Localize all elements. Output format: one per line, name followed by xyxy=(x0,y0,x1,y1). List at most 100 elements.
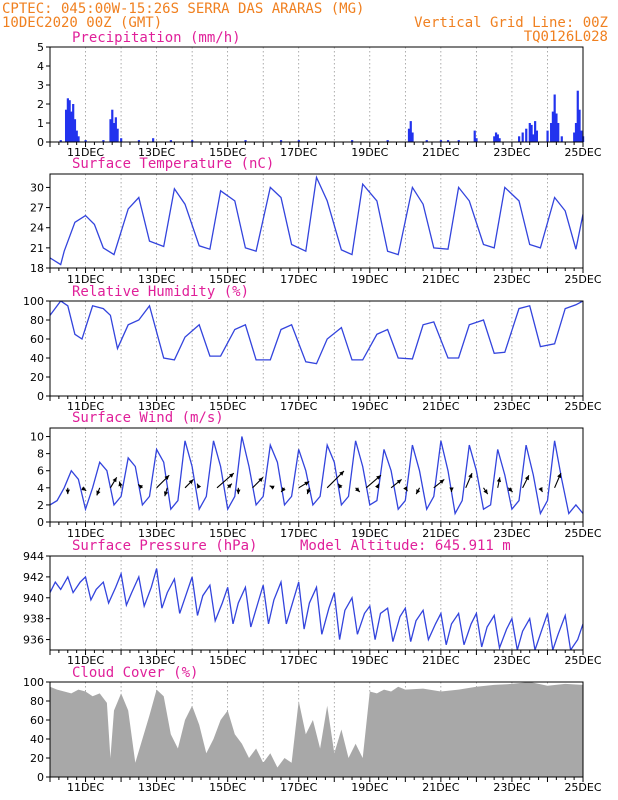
wind-x-tick-label: 11DEC xyxy=(67,527,104,540)
wind-vector-head xyxy=(304,481,310,486)
precipitation-bar xyxy=(557,123,560,142)
precipitation-x-tick-label: 15DEC xyxy=(209,146,246,159)
panel-cloud: 0 20 40 60 80 100 11DEC 13DEC 15DEC 17DEC 19DEC 21D… xyxy=(23,665,602,794)
precipitation-bar xyxy=(560,136,563,142)
pressure-annotation: Model Altitude: 645.911 m xyxy=(300,538,511,554)
precipitation-bar xyxy=(525,128,528,142)
pressure-x-tick-label: 23DEC xyxy=(493,654,530,667)
temperature-x-tick-label: 13DEC xyxy=(138,273,175,286)
wind-y-tick-label: 10 xyxy=(30,431,44,444)
precipitation-bar xyxy=(72,104,75,142)
cloud-y-tick-label: 60 xyxy=(30,714,44,727)
humidity-series-line xyxy=(50,301,583,365)
precipitation-bar xyxy=(70,111,73,142)
precipitation-bar xyxy=(109,119,112,142)
precipitation-y-tick-label: 2 xyxy=(37,98,44,111)
wind-vector-head xyxy=(258,477,264,483)
wind-vector-head xyxy=(524,475,529,481)
wind-vector-head xyxy=(338,483,343,489)
precipitation-bar xyxy=(574,123,578,142)
wind-vector-head xyxy=(96,490,101,496)
temperature-x-tick-label: 25DEC xyxy=(564,273,601,286)
wind-vector-head xyxy=(403,486,408,492)
precipitation-bar xyxy=(528,123,531,142)
panel-humidity: 0 20 40 60 80 100 11DEC 13DEC 15DEC 17DEC 19DEC 21D… xyxy=(23,284,602,413)
humidity-x-tick-label: 19DEC xyxy=(351,400,388,413)
precipitation-frame xyxy=(49,46,584,143)
pressure-title: Surface Pressure (hPa) xyxy=(72,538,257,554)
precipitation-bar xyxy=(521,132,524,142)
precipitation-y-tick-label: 3 xyxy=(37,79,44,92)
cloud-title: Cloud Cover (%) xyxy=(72,665,198,681)
precipitation-bar xyxy=(555,113,558,142)
wind-vector-head xyxy=(81,486,87,491)
precipitation-y-tick-label: 5 xyxy=(37,41,44,54)
precipitation-x-tick-label: 11DEC xyxy=(67,146,104,159)
humidity-x-tick-label: 17DEC xyxy=(280,400,317,413)
precipitation-bar xyxy=(496,134,499,142)
pressure-frame xyxy=(49,555,584,651)
wind-frame xyxy=(49,427,584,523)
wind-vector-head xyxy=(118,481,123,487)
precipitation-bar xyxy=(84,140,87,142)
humidity-x-tick-label: 13DEC xyxy=(138,400,175,413)
precipitation-bar xyxy=(66,98,69,142)
wind-y-tick-label: 4 xyxy=(37,482,44,495)
panel-precipitation: 0 1 2 3 4 5 11DEC 13DEC 15DEC 17DEC 19DEC 21DEC 23DE… xyxy=(37,30,602,159)
wind-vector-head xyxy=(228,473,234,478)
precipitation-bar xyxy=(102,140,105,142)
temperature-x-tick-label: 23DEC xyxy=(493,273,530,286)
temperature-x-tick-label: 11DEC xyxy=(67,273,104,286)
precipitation-bar xyxy=(114,117,117,142)
precipitation-y-tick-label: 4 xyxy=(37,60,44,73)
pressure-y-tick-label: 938 xyxy=(23,613,44,626)
precipitation-bar xyxy=(73,119,77,142)
humidity-y-tick-label: 0 xyxy=(37,390,44,403)
wind-vector-head xyxy=(355,487,360,493)
panel-wind: 0 2 4 6 8 10 11DEC 13DEC 15DEC 17DEC 19DEC 21DEC 23D… xyxy=(30,410,602,540)
precipitation-bar xyxy=(550,123,553,142)
precipitation-bar xyxy=(439,140,443,142)
precipitation-x-tick-label: 25DEC xyxy=(564,146,601,159)
pressure-x-tick-label: 15DEC xyxy=(209,654,246,667)
cloud-x-tick-label: 11DEC xyxy=(67,781,104,794)
pressure-x-tick-label: 25DEC xyxy=(564,654,601,667)
precipitation-bar xyxy=(546,130,549,142)
precipitation-bar xyxy=(75,130,78,142)
wind-vector-head xyxy=(112,477,117,483)
humidity-x-tick-label: 25DEC xyxy=(564,400,601,413)
precipitation-bar xyxy=(473,130,476,142)
pressure-y-tick-label: 940 xyxy=(23,592,44,605)
wind-x-tick-label: 15DEC xyxy=(209,527,246,540)
header: CPTEC: 045:00W-15:26S SERRA DAS ARARAS (… xyxy=(2,1,608,45)
precipitation-bar xyxy=(530,124,533,142)
temperature-x-tick-label: 17DEC xyxy=(280,273,317,286)
wind-vector-head xyxy=(269,485,275,490)
temperature-y-tick-label: 27 xyxy=(30,202,44,215)
header-location: CPTEC: 045:00W-15:26S SERRA DAS ARARAS (… xyxy=(2,1,364,17)
precipitation-bar xyxy=(551,111,554,142)
precipitation-bar xyxy=(351,140,354,142)
humidity-frame xyxy=(49,300,584,397)
precipitation-bar xyxy=(169,140,173,142)
precipitation-bar xyxy=(580,130,583,142)
precipitation-bar xyxy=(532,134,535,142)
precipitation-bar xyxy=(407,128,411,142)
precipitation-bar xyxy=(425,140,428,142)
precipitation-bar xyxy=(120,138,123,142)
precipitation-bar xyxy=(411,132,414,142)
humidity-x-tick-label: 21DEC xyxy=(422,400,459,413)
pressure-x-tick-label: 17DEC xyxy=(280,654,317,667)
wind-vector-head xyxy=(483,489,488,495)
wind-title: Surface Wind (m/s) xyxy=(72,410,224,426)
pressure-y-tick-label: 942 xyxy=(23,571,44,584)
humidity-x-tick-label: 11DEC xyxy=(67,400,104,413)
precipitation-bar xyxy=(191,140,194,142)
header-date: 10DEC2020 00Z (GMT) xyxy=(2,15,162,31)
wind-vector-head xyxy=(439,479,445,484)
wind-vector-head xyxy=(197,483,202,489)
humidity-x-tick-label: 23DEC xyxy=(493,400,530,413)
precipitation-bar xyxy=(535,130,539,142)
wind-y-tick-label: 8 xyxy=(37,448,44,461)
cloud-x-tick-label: 21DEC xyxy=(422,781,459,794)
